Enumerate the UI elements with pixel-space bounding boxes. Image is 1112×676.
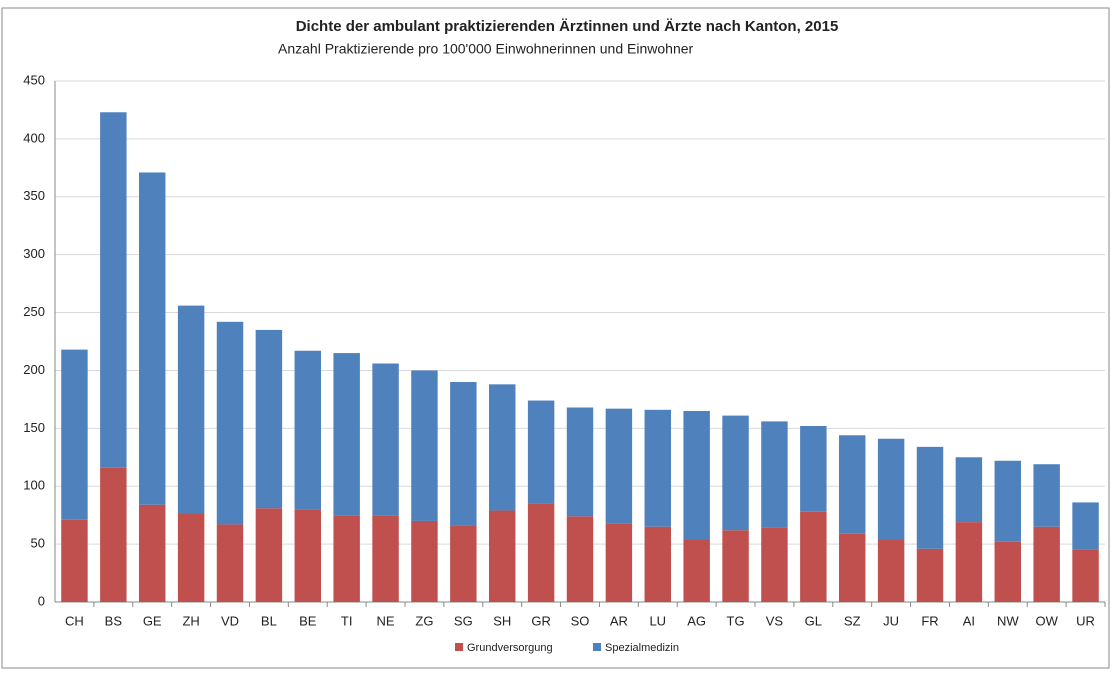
bar-segment (761, 527, 788, 602)
bar-segment (411, 370, 438, 521)
bar-segment (800, 511, 827, 602)
x-tick-label: FR (921, 613, 938, 628)
y-tick-label: 450 (23, 72, 45, 87)
bar-segment (605, 408, 633, 524)
x-tick-label: BL (261, 613, 277, 628)
bar-segment (722, 415, 749, 531)
x-tick-label: TG (727, 613, 745, 628)
bar-segment (177, 514, 205, 602)
x-tick-label: ZG (415, 613, 433, 628)
bar-segment (450, 525, 477, 602)
bar-segment (372, 515, 399, 602)
x-tick-label: NW (997, 613, 1019, 628)
x-tick-label: GR (531, 613, 551, 628)
bar-segment (333, 515, 360, 602)
bar-segment (722, 530, 749, 602)
bar-segment (1033, 464, 1060, 527)
x-tick-label: VD (221, 613, 239, 628)
x-tick-label: TI (341, 613, 353, 628)
bar-segment (411, 520, 438, 602)
y-tick-label: 300 (23, 246, 45, 261)
x-tick-label: ZH (182, 613, 199, 628)
bar-segment (216, 524, 244, 602)
bar-segment (994, 460, 1021, 542)
bar-segment (61, 349, 88, 520)
bar-segment (255, 329, 283, 509)
bar-segment (216, 321, 244, 525)
bar-segment (683, 539, 710, 602)
legend-swatch (593, 643, 601, 651)
bar-segment (1033, 526, 1060, 602)
bar-segment (566, 407, 594, 517)
x-tick-label: VS (766, 613, 784, 628)
x-tick-label: CH (65, 613, 84, 628)
bar-segment (839, 435, 866, 534)
legend-swatch (455, 643, 463, 651)
bar-segment (372, 363, 399, 516)
x-tick-label: NE (377, 613, 395, 628)
bar-segment (955, 522, 983, 602)
x-tick-label: SG (454, 613, 473, 628)
bar-segment (255, 508, 283, 602)
x-tick-label: SH (493, 613, 511, 628)
bar-segment (489, 510, 516, 602)
y-tick-label: 0 (38, 593, 45, 608)
y-tick-label: 250 (23, 304, 45, 319)
y-tick-label: 50 (31, 536, 45, 551)
x-tick-label: AI (963, 613, 975, 628)
bar-segment (139, 504, 166, 602)
bar-segment (489, 384, 516, 511)
bar-segment (761, 421, 788, 528)
x-tick-label: JU (883, 613, 899, 628)
bar-segment (1072, 502, 1099, 550)
y-tick-label: 100 (23, 478, 45, 493)
bar-segment (527, 400, 555, 504)
legend-label: Grundversorgung (467, 642, 553, 654)
bar-segment (955, 457, 983, 523)
bar-segment (177, 305, 205, 515)
y-tick-label: 200 (23, 362, 45, 377)
y-tick-label: 150 (23, 420, 45, 435)
bar-segment (916, 446, 944, 549)
bar-segment (294, 509, 321, 602)
bar-segment (877, 438, 905, 540)
chart-subtitle: Anzahl Praktizierende pro 100'000 Einwoh… (278, 41, 694, 57)
bar-segment (139, 172, 166, 505)
bar-segment (450, 382, 477, 526)
bar-segment (527, 503, 555, 602)
bar-segment (683, 410, 710, 540)
x-tick-label: GE (143, 613, 162, 628)
chart-title: Dichte der ambulant praktizierenden Ärzt… (296, 18, 839, 35)
bar-segment (100, 112, 127, 468)
x-tick-label: LU (649, 613, 666, 628)
x-tick-label: BE (299, 613, 317, 628)
bar-segment (605, 523, 633, 602)
bar-segment (333, 353, 360, 516)
bar-segment (644, 526, 671, 602)
x-tick-label: AR (610, 613, 628, 628)
bar-segment (800, 426, 827, 512)
x-tick-label: SZ (844, 613, 861, 628)
y-tick-label: 350 (23, 188, 45, 203)
y-tick-label: 400 (23, 130, 45, 145)
bar-segment (644, 409, 671, 527)
x-tick-label: UR (1076, 613, 1095, 628)
bar-segment (294, 350, 321, 510)
bar-segment (916, 548, 944, 602)
bar-segment (566, 516, 594, 602)
x-tick-label: BS (105, 613, 123, 628)
x-tick-label: GL (805, 613, 822, 628)
legend-label: Spezialmedizin (605, 642, 679, 654)
bar-segment (839, 533, 866, 602)
x-tick-label: AG (687, 613, 706, 628)
x-tick-label: SO (571, 613, 590, 628)
bar-segment (1072, 549, 1099, 602)
bar-segment (994, 541, 1021, 602)
x-tick-label: OW (1035, 613, 1058, 628)
bar-segment (100, 467, 127, 602)
bar-segment (61, 519, 88, 602)
bar-segment (877, 539, 905, 602)
